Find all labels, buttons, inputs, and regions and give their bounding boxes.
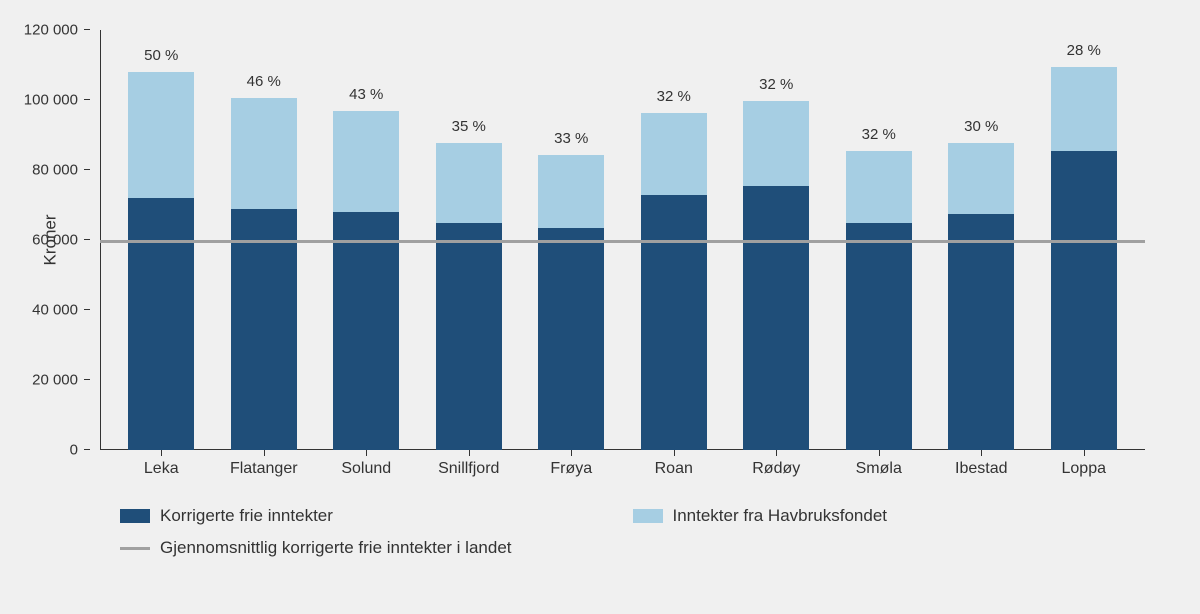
y-tick-label: 120 000 <box>24 22 78 39</box>
bar-segment-bottom <box>128 198 194 450</box>
bar-percent-label: 35 % <box>452 118 486 135</box>
legend-swatch <box>633 509 663 523</box>
bar-stack <box>641 113 707 450</box>
bar-percent-label: 32 % <box>657 88 691 105</box>
x-tick-mark <box>571 450 572 456</box>
bar-percent-label: 33 % <box>554 130 588 147</box>
y-tick-mark <box>84 99 90 100</box>
x-tick-mark <box>161 450 162 456</box>
x-axis-label: Frøya <box>520 460 623 478</box>
bar-segment-top <box>128 72 194 198</box>
bar-segment-bottom <box>333 212 399 450</box>
bar-segment-top <box>436 143 502 222</box>
bar-stack <box>948 143 1014 450</box>
bar-percent-label: 46 % <box>247 73 281 90</box>
bar-stack <box>128 72 194 450</box>
y-tick-mark <box>84 379 90 380</box>
bar-stack <box>1051 67 1117 450</box>
bar-segment-top <box>231 98 297 208</box>
y-tick-label: 40 000 <box>32 302 78 319</box>
bar-segment-bottom <box>436 223 502 451</box>
y-tick-label: 100 000 <box>24 92 78 109</box>
average-line <box>100 240 1145 243</box>
legend-line-icon <box>120 547 150 550</box>
bar-percent-label: 30 % <box>964 118 998 135</box>
legend-item: Korrigerte frie inntekter <box>120 506 633 526</box>
x-tick-mark <box>776 450 777 456</box>
y-tick-mark <box>84 169 90 170</box>
chart-container: 020 00040 00060 00080 000100 000120 000 … <box>0 0 1200 614</box>
x-tick-mark <box>1084 450 1085 456</box>
bar-segment-top <box>743 101 809 185</box>
bar-segment-top <box>538 155 604 228</box>
bar-stack <box>436 143 502 450</box>
bar-segment-bottom <box>538 228 604 450</box>
y-tick-label: 80 000 <box>32 162 78 179</box>
x-axis-label: Leka <box>110 460 213 478</box>
legend-swatch <box>120 509 150 523</box>
y-tick-label: 20 000 <box>32 372 78 389</box>
y-tick-mark <box>84 239 90 240</box>
bar-percent-label: 28 % <box>1067 42 1101 59</box>
bar-percent-label: 32 % <box>862 126 896 143</box>
x-axis-label: Snillfjord <box>418 460 521 478</box>
x-tick-mark <box>981 450 982 456</box>
bar-stack <box>231 98 297 450</box>
bar-segment-top <box>333 111 399 213</box>
y-tick-mark <box>84 449 90 450</box>
bar-percent-label: 32 % <box>759 76 793 93</box>
bar-segment-top <box>1051 67 1117 151</box>
x-axis-label: Smøla <box>828 460 931 478</box>
plot-area: 020 00040 00060 00080 000100 000120 000 … <box>100 30 1145 450</box>
bar-stack <box>743 101 809 450</box>
x-tick-mark <box>469 450 470 456</box>
x-tick-mark <box>879 450 880 456</box>
legend-label: Inntekter fra Havbruksfondet <box>673 506 888 526</box>
bar-percent-label: 43 % <box>349 86 383 103</box>
y-tick-label: 0 <box>70 442 78 459</box>
bar-percent-label: 50 % <box>144 47 178 64</box>
x-axis-labels: LekaFlatangerSolundSnillfjordFrøyaRoanRø… <box>100 450 1145 478</box>
bar-segment-bottom <box>743 186 809 450</box>
x-axis-label: Roan <box>623 460 726 478</box>
bar-segment-bottom <box>231 209 297 451</box>
bar-stack <box>538 155 604 450</box>
y-tick-mark <box>84 309 90 310</box>
bar-segment-bottom <box>846 223 912 450</box>
bar-segment-bottom <box>948 214 1014 450</box>
bar-segment-bottom <box>1051 151 1117 450</box>
legend-label: Gjennomsnittlig korrigerte frie inntekte… <box>160 538 512 558</box>
x-tick-mark <box>366 450 367 456</box>
x-axis-label: Solund <box>315 460 418 478</box>
legend: Korrigerte frie inntekter Inntekter fra H… <box>100 506 1145 558</box>
x-axis-label: Flatanger <box>213 460 316 478</box>
y-tick-mark <box>84 29 90 30</box>
legend-item: Inntekter fra Havbruksfondet <box>633 506 1146 526</box>
x-axis-label: Ibestad <box>930 460 1033 478</box>
bar-segment-top <box>641 113 707 195</box>
bar-segment-top <box>948 143 1014 214</box>
bar-stack <box>333 111 399 451</box>
x-axis-label: Rødøy <box>725 460 828 478</box>
x-tick-mark <box>674 450 675 456</box>
y-axis-label: Kroner <box>41 214 61 265</box>
legend-label: Korrigerte frie inntekter <box>160 506 333 526</box>
x-tick-mark <box>264 450 265 456</box>
bar-stack <box>846 151 912 450</box>
x-axis-label: Loppa <box>1033 460 1136 478</box>
bar-segment-top <box>846 151 912 223</box>
bar-segment-bottom <box>641 195 707 451</box>
legend-item: Gjennomsnittlig korrigerte frie inntekte… <box>120 538 1145 558</box>
